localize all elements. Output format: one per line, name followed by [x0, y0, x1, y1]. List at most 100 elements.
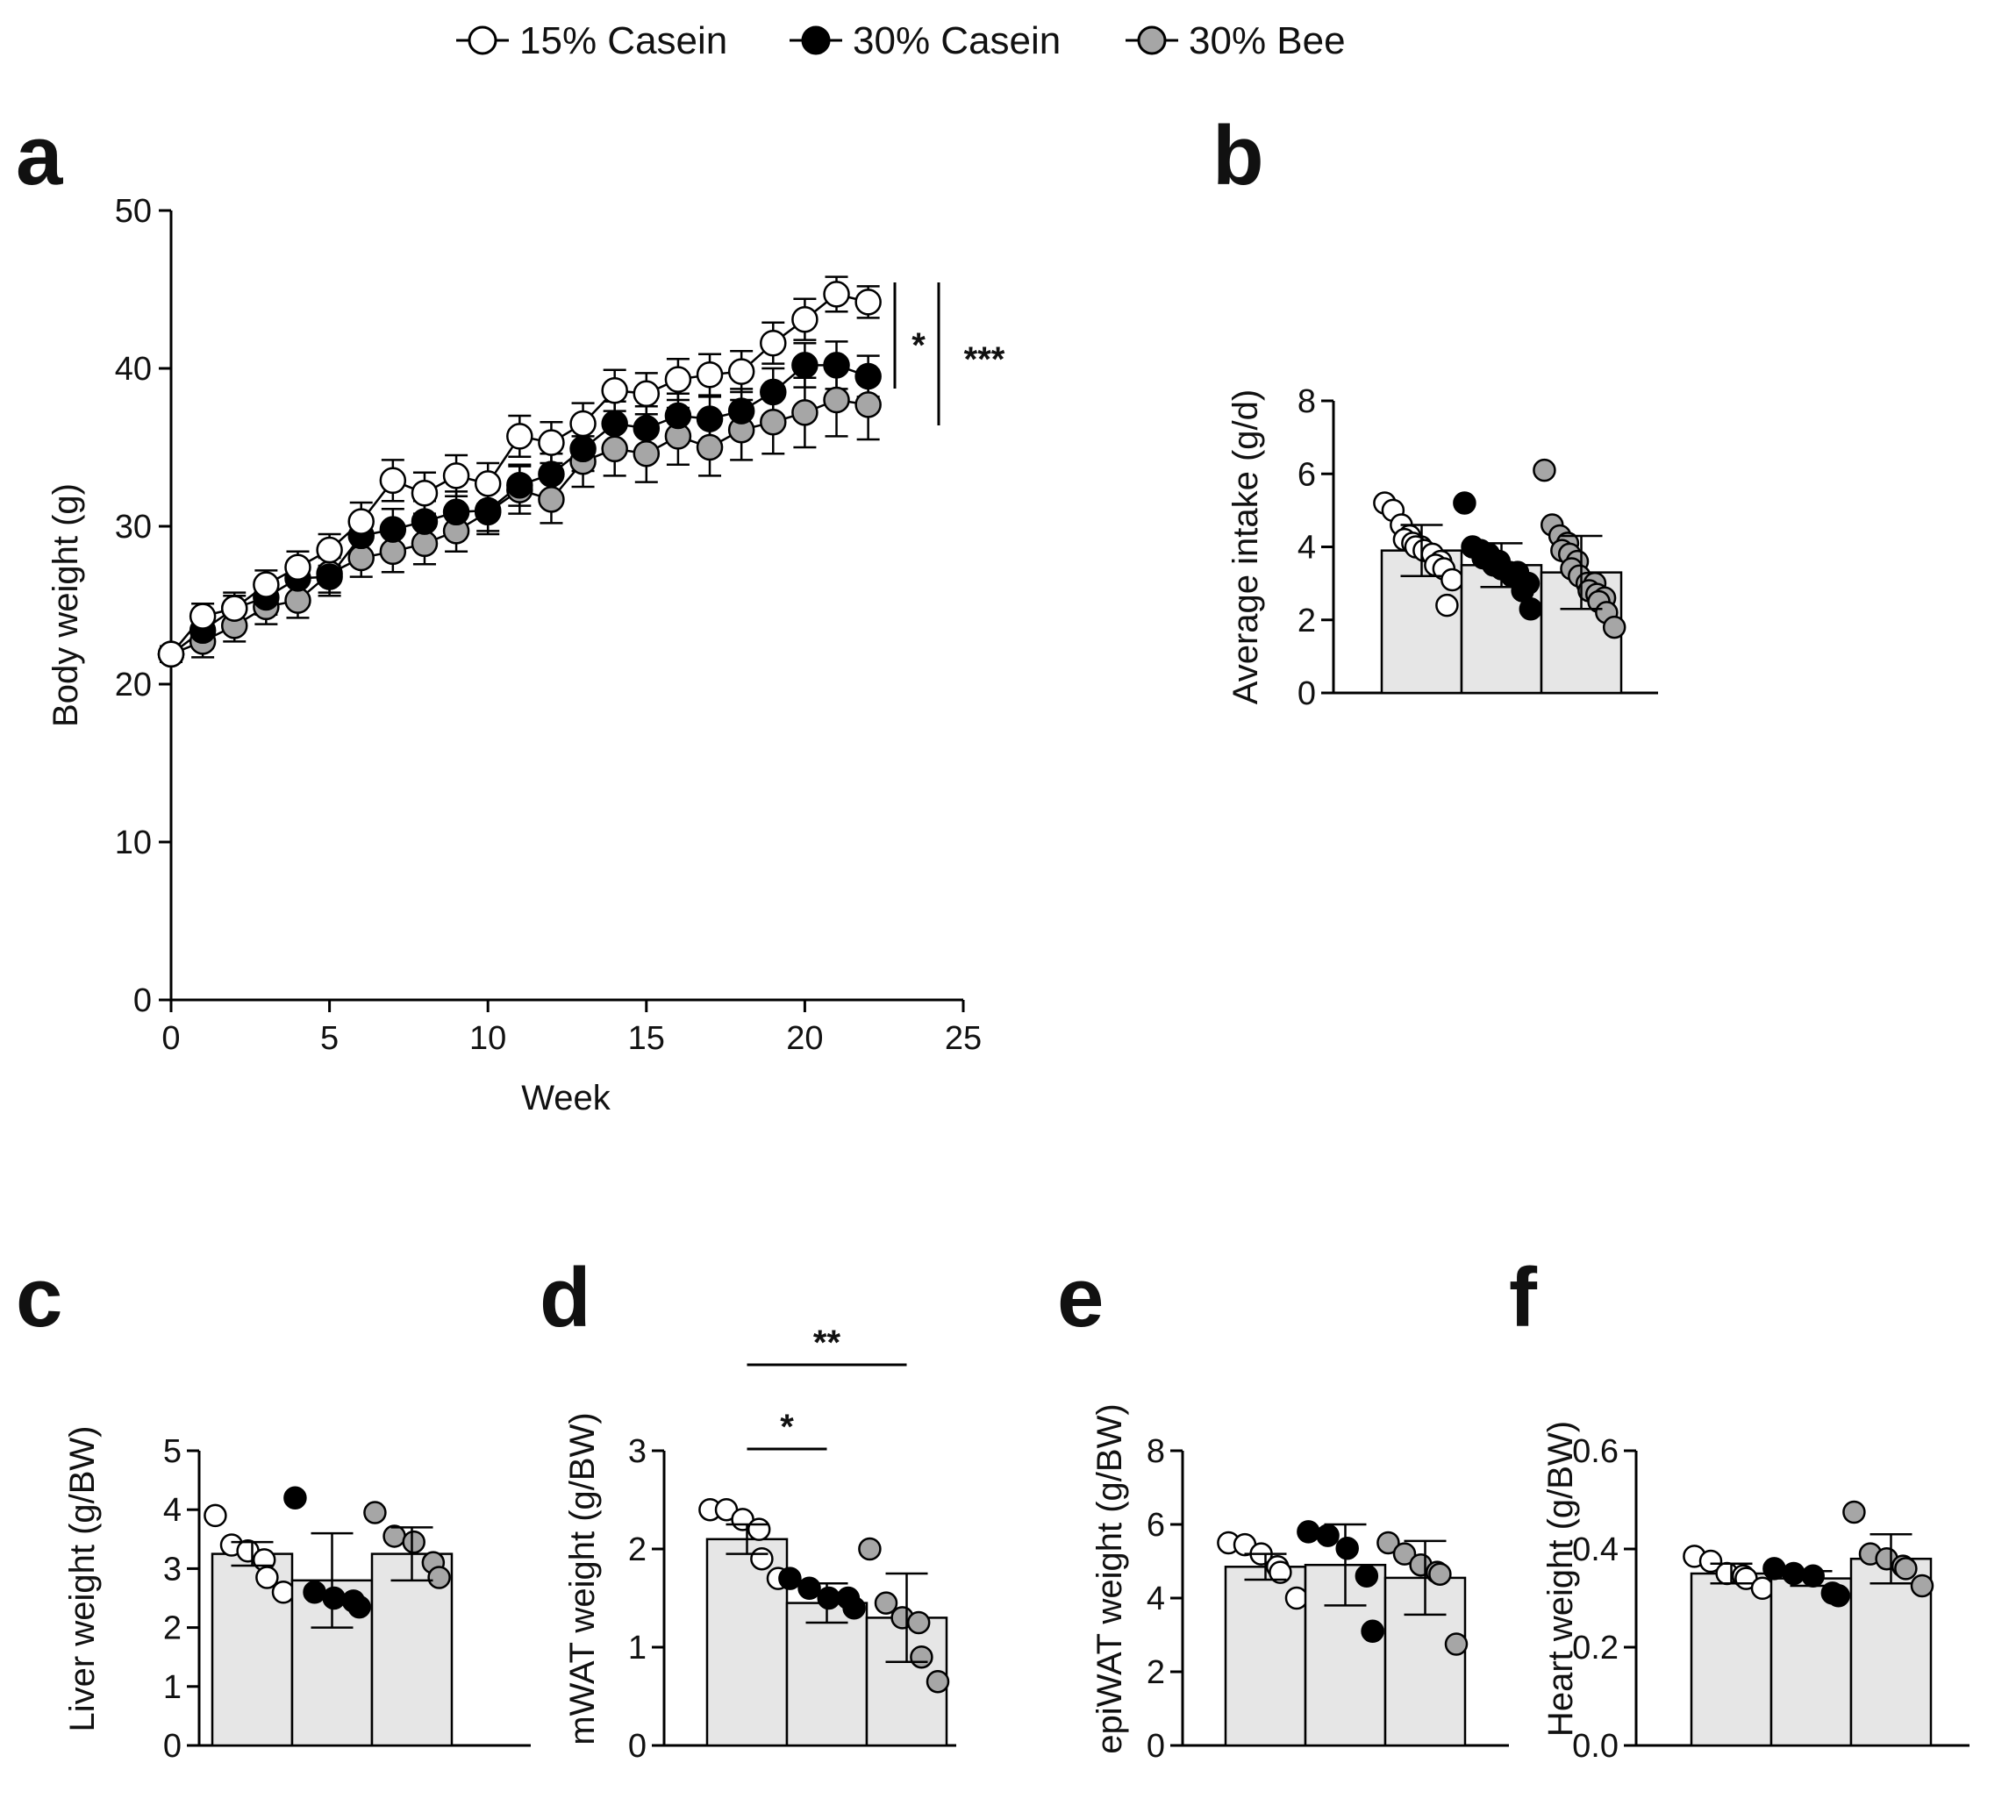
data-point-30-casein	[1355, 1564, 1379, 1588]
data-point-30-bee	[1910, 1574, 1934, 1598]
y-tick-label: 50	[115, 193, 152, 230]
data-point-30-bee	[347, 544, 375, 572]
data-point-30-casein	[1801, 1564, 1825, 1588]
data-point-30-casein	[601, 410, 628, 438]
data-point-30-bee	[1533, 458, 1556, 482]
data-point-15-casein	[747, 1517, 771, 1541]
data-point-30-casein	[1361, 1619, 1384, 1644]
data-point-15-casein	[189, 603, 217, 630]
y-axis-label: mWAT weight (g/BW)	[563, 1412, 602, 1745]
data-point-15-casein	[474, 470, 502, 497]
data-point-15-casein	[204, 1503, 227, 1528]
y-tick-label: 4	[1298, 530, 1316, 567]
x-axis-label: Week	[521, 1079, 611, 1117]
y-tick-label: 0	[163, 1728, 182, 1765]
y-tick-label: 4	[163, 1492, 182, 1529]
data-point-30-bee	[379, 538, 407, 566]
legend-marker-white	[468, 25, 497, 55]
bar-30-casein	[785, 1602, 869, 1747]
y-axis-label: Heart weight (g/BW)	[1541, 1421, 1580, 1737]
data-point-30-bee	[696, 433, 724, 461]
data-point-30-bee	[906, 1610, 931, 1635]
data-point-30-casein	[1519, 597, 1543, 621]
y-tick-label: 20	[115, 667, 152, 703]
y-tick-label: 6	[1147, 1507, 1165, 1544]
data-point-15-casein	[253, 571, 280, 598]
data-point-30-bee	[823, 386, 850, 414]
y-tick-label: 1	[163, 1669, 182, 1706]
legend-item-15-casein: 15% Casein	[456, 19, 727, 62]
data-point-15-casein	[696, 360, 724, 389]
y-tick-label: 0.6	[1572, 1433, 1619, 1470]
y-tick-label: 8	[1147, 1433, 1165, 1470]
data-point-15-casein	[316, 536, 343, 564]
y-tick-label: 0.4	[1572, 1531, 1619, 1568]
data-point-15-casein	[538, 429, 565, 456]
data-point-30-casein	[1782, 1561, 1805, 1586]
y-tick-label: 2	[1147, 1654, 1165, 1691]
data-point-15-casein	[220, 595, 248, 622]
data-point-15-casein	[1284, 1586, 1309, 1610]
x-tick-label: 20	[786, 1020, 823, 1057]
chart-c-liver-weight: 0 1 2 3 4 5 Liver weight (g/BW)	[63, 1426, 531, 1765]
data-point-15-casein	[411, 479, 439, 507]
data-point-30-casein	[1297, 1520, 1320, 1544]
data-point-15-casein	[506, 423, 533, 450]
legend-label-30-casein: 30% Casein	[853, 19, 1061, 62]
data-point-30-casein	[316, 563, 343, 590]
y-tick-label: 8	[1298, 383, 1316, 420]
data-point-30-bee	[284, 587, 311, 614]
chart-a-body-weight: 0 10 20 30 40 50 0 5 10 15 20 25 Week Body weight (g)…	[46, 193, 1005, 1117]
data-point-15-casein	[791, 305, 819, 333]
legend-item-30-casein: 30% Casein	[790, 19, 1061, 62]
data-point-30-bee	[1428, 1562, 1452, 1586]
data-point-15-casein	[601, 376, 628, 404]
data-point-30-bee	[926, 1669, 950, 1694]
data-point-30-bee	[1392, 1542, 1417, 1566]
data-point-15-casein	[1698, 1549, 1723, 1574]
data-point-30-bee	[427, 1566, 451, 1589]
data-point-30-bee	[910, 1645, 933, 1669]
data-point-15-casein	[1435, 593, 1459, 617]
data-point-30-casein	[347, 1595, 371, 1619]
data-point-15-casein	[284, 553, 311, 582]
y-axis-label: Body weight (g)	[46, 483, 85, 727]
panel-label-c: c	[16, 1251, 62, 1345]
data-point-30-bee	[1842, 1500, 1866, 1524]
data-point-30-bee	[538, 486, 565, 513]
legend-item-30-bee: 30% Bee	[1126, 19, 1346, 62]
data-point-30-bee	[791, 399, 819, 426]
data-point-30-casein	[569, 435, 597, 463]
data-point-30-casein	[474, 496, 502, 525]
data-point-30-casein	[778, 1567, 802, 1590]
y-tick-label: 3	[628, 1433, 647, 1470]
y-tick-label: 0.2	[1572, 1630, 1619, 1667]
data-point-30-bee	[1602, 615, 1626, 639]
y-tick-label: 0	[1147, 1728, 1165, 1765]
y-axis-label: Liver weight (g/BW)	[63, 1426, 102, 1732]
data-point-15-casein	[347, 508, 375, 535]
significance-label: **	[813, 1324, 841, 1362]
data-point-30-casein	[823, 352, 850, 379]
data-point-30-casein	[854, 362, 882, 390]
panel-label-b: b	[1212, 109, 1264, 203]
data-point-30-bee	[402, 1530, 425, 1554]
data-point-15-casein	[569, 410, 597, 438]
panel-label-e: e	[1057, 1251, 1104, 1345]
y-tick-label: 5	[163, 1433, 182, 1470]
data-point-30-bee	[874, 1591, 898, 1615]
significance-label: ***	[964, 340, 1005, 379]
data-point-30-casein	[791, 352, 819, 379]
data-point-30-casein	[506, 471, 533, 499]
significance-label: *	[780, 1408, 794, 1446]
data-point-15-casein	[442, 462, 470, 489]
data-point-30-casein	[664, 402, 692, 430]
x-tick-label: 0	[161, 1020, 180, 1057]
x-tick-label: 15	[628, 1020, 665, 1057]
data-point-30-casein	[760, 378, 787, 406]
panel-label-f: f	[1509, 1251, 1538, 1345]
data-point-15-casein	[854, 289, 882, 316]
